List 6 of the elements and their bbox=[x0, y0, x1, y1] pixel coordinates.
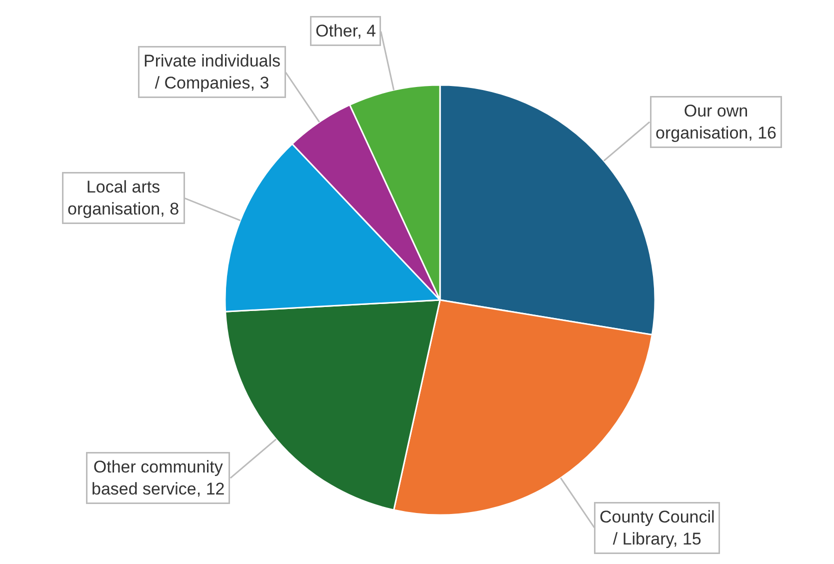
slice-label: Other, 4 bbox=[316, 22, 376, 40]
slice-label: Other community based service, 12 bbox=[92, 458, 225, 499]
slice-label: Private individuals / Companies, 3 bbox=[144, 52, 281, 93]
slice-label: Local arts organisation, 8 bbox=[68, 178, 180, 219]
slice-label: County Council / Library, 15 bbox=[600, 508, 715, 549]
slice-label: Our own organisation, 16 bbox=[656, 102, 776, 143]
